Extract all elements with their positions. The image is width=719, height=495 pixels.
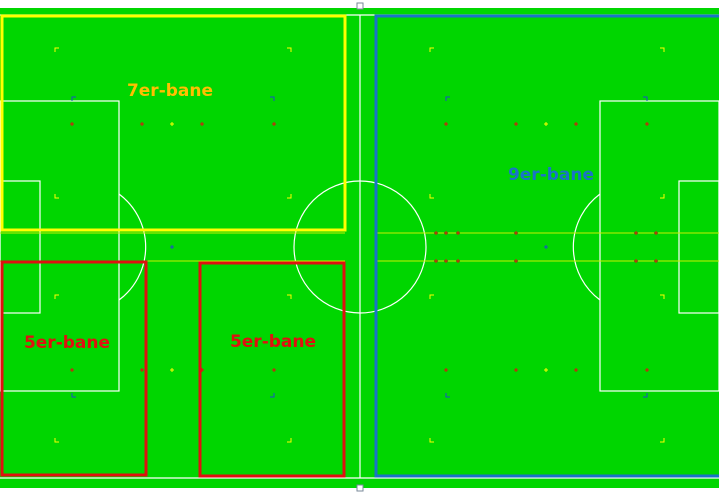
cone-marker [70,368,74,372]
zone-label-7er-bane: 7er-bane [127,81,213,101]
cone-marker [514,259,518,263]
corner-marker [660,194,665,199]
corner-marker [54,194,59,199]
cone-marker [444,231,448,235]
corner-marker [429,294,434,299]
centre-circle [293,180,427,314]
left-penalty-area [0,100,120,392]
zone-label-9er-bane: 9er-bane [508,165,594,185]
cone-marker [634,259,638,263]
corner-marker [270,393,275,398]
cone-marker [434,259,438,263]
cone-marker [444,259,448,263]
cone-markers [54,47,665,443]
cone-marker [444,122,448,126]
zone-7er-bane-box [0,14,347,232]
corner-marker [287,294,292,299]
corner-marker [54,438,59,443]
right-goal-area [678,180,719,314]
cone-marker [544,368,548,372]
cone-marker [272,368,276,372]
cone-marker [200,122,204,126]
corner-marker [54,47,59,52]
selection-handle-icon[interactable] [356,484,364,492]
corner-marker [660,294,665,299]
corner-marker [643,393,648,398]
cone-marker [70,122,74,126]
cone-marker [654,231,658,235]
zone-5er-bane-right-box [198,261,346,478]
cone-marker [444,368,448,372]
cone-marker [140,122,144,126]
cone-marker [514,368,518,372]
corner-marker [287,438,292,443]
right-penalty-area [599,100,719,392]
cone-marker [654,259,658,263]
zone-label-5er-bane-right: 5er-bane [230,332,316,352]
right-penalty-arc [572,193,601,301]
corner-marker [445,96,450,101]
zone-label-5er-bane-left: 5er-bane [24,333,110,353]
corner-marker [429,47,434,52]
corner-marker [643,96,648,101]
cone-marker [574,368,578,372]
corner-marker [660,438,665,443]
cone-marker [634,231,638,235]
cone-marker [645,122,649,126]
cone-marker [272,122,276,126]
corner-marker [287,194,292,199]
zone-9er-bane-box [374,14,719,478]
cone-marker [456,231,460,235]
corner-marker [660,47,665,52]
corner-marker [270,96,275,101]
corner-marker [71,96,76,101]
cone-marker [170,245,174,249]
corner-marker [287,47,292,52]
cone-marker [544,122,548,126]
selection-handles [356,2,364,492]
corner-marker [429,194,434,199]
cone-marker [574,122,578,126]
left-goal-area [0,180,41,314]
corner-marker [429,438,434,443]
selection-handle-icon[interactable] [356,2,364,10]
cone-marker [645,368,649,372]
cone-marker [434,231,438,235]
cone-marker [170,368,174,372]
corner-marker [54,294,59,299]
cone-marker [514,231,518,235]
cone-marker [140,368,144,372]
left-penalty-arc [118,193,147,301]
cone-marker [456,259,460,263]
cone-marker [170,122,174,126]
zone-5er-bane-left-box [0,260,148,477]
corner-marker [71,393,76,398]
cone-marker [514,122,518,126]
corner-marker [445,393,450,398]
cone-marker [544,245,548,249]
